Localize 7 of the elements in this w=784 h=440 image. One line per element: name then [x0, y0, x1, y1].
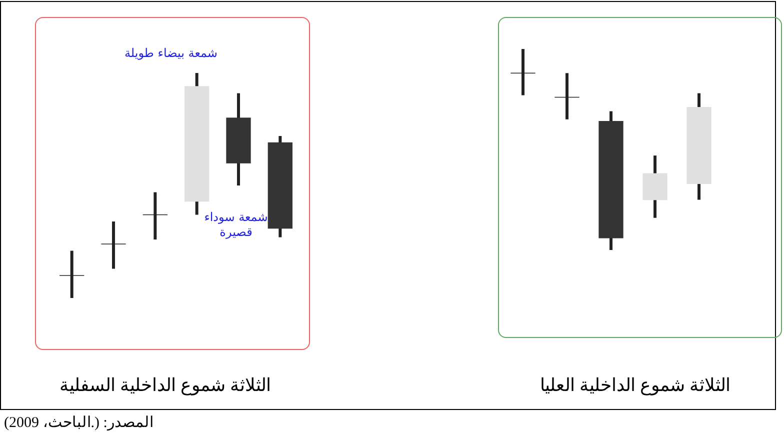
- text: الثلاثة شموع الداخلية العليا: [538, 374, 732, 396]
- candlestick: [60, 250, 84, 298]
- text: المصدر: (.الباحث، 2009): [4, 414, 154, 432]
- annotation: شمعة سوداء قصيرة: [203, 210, 269, 240]
- text: الثلاثة شموع الداخلية السفلية: [58, 374, 272, 396]
- text: شمعة بيضاء طويلة: [123, 46, 218, 61]
- candlestick: [101, 222, 126, 269]
